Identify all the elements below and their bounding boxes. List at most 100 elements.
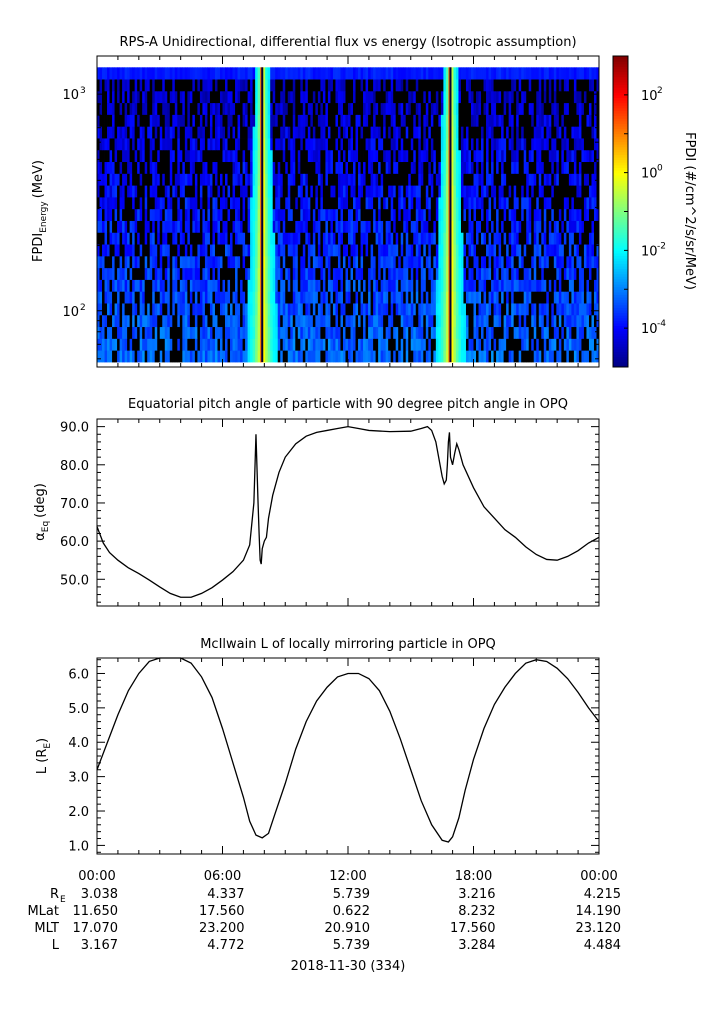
heatmap-cell xyxy=(558,255,562,269)
heatmap-cell xyxy=(280,102,284,115)
heatmap-cell xyxy=(242,126,246,139)
heatmap-cell xyxy=(368,102,371,115)
heatmap-cell xyxy=(491,314,494,328)
heatmap-cell xyxy=(503,173,507,186)
heatmap-cell xyxy=(147,220,151,233)
heatmap-cell xyxy=(380,114,384,127)
heatmap-cell xyxy=(107,149,110,163)
heatmap-cell xyxy=(538,138,542,151)
heatmap-cell xyxy=(465,232,469,245)
heatmap-cell xyxy=(538,90,542,104)
heatmap-cell xyxy=(348,126,351,139)
heatmap-cell xyxy=(423,114,427,127)
heatmap-cell xyxy=(172,279,176,292)
heatmap-cell xyxy=(162,102,166,115)
heatmap-cell xyxy=(435,232,439,245)
heatmap-cell xyxy=(117,255,120,269)
heatmap-cell xyxy=(476,173,479,186)
heatmap-cell xyxy=(109,267,113,280)
heatmap-cell xyxy=(167,161,171,174)
heatmap-cell xyxy=(335,114,339,127)
heatmap-cell xyxy=(270,208,274,221)
heatmap-cell xyxy=(275,303,279,316)
heatmap-cell xyxy=(127,267,131,280)
heatmap-cell xyxy=(310,102,314,115)
heatmap-cell xyxy=(97,126,100,139)
heatmap-cell xyxy=(428,291,432,304)
heatmap-cell xyxy=(207,79,211,92)
heatmap-cell xyxy=(538,185,542,198)
heatmap-cell xyxy=(262,161,266,174)
heatmap-cell xyxy=(503,326,507,339)
heatmap-cell xyxy=(114,138,118,151)
heatmap-cell xyxy=(127,161,131,174)
heatmap-cell xyxy=(202,220,206,233)
heatmap-cell xyxy=(247,161,251,174)
heatmap-cell xyxy=(202,338,206,351)
heatmap-cell xyxy=(230,102,233,115)
heatmap-cell xyxy=(337,303,341,316)
heatmap-cell xyxy=(232,255,236,269)
heatmap-cell xyxy=(400,279,404,292)
heatmap-cell xyxy=(147,173,151,186)
heatmap-cell xyxy=(169,314,173,328)
heatmap-cell xyxy=(420,314,424,328)
heatmap-cell xyxy=(573,67,577,80)
heatmap-cell xyxy=(353,232,356,245)
heatmap-cell xyxy=(415,303,419,316)
heatmap-cell xyxy=(533,102,537,115)
heatmap-cell xyxy=(413,173,417,186)
heatmap-cell xyxy=(566,79,570,92)
heatmap-cell xyxy=(583,102,587,115)
heatmap-cell xyxy=(235,220,238,233)
heatmap-cell xyxy=(162,350,166,363)
heatmap-cell xyxy=(214,338,218,351)
heatmap-cell xyxy=(182,291,186,304)
heatmap-cell xyxy=(523,138,527,151)
heatmap-cell xyxy=(496,149,499,163)
heatmap-cell xyxy=(443,138,447,151)
heatmap-cell xyxy=(325,244,329,257)
heatmap-cell xyxy=(561,279,565,292)
heatmap-cell xyxy=(295,185,299,198)
heatmap-cell xyxy=(378,291,382,304)
heatmap-cell xyxy=(561,67,565,80)
heatmap-cell xyxy=(393,314,397,328)
heatmap-cell xyxy=(162,267,166,280)
heatmap-cell xyxy=(465,161,469,174)
heatmap-cell xyxy=(398,350,402,363)
heatmap-cell xyxy=(578,303,582,316)
heatmap-cell xyxy=(209,314,213,328)
heatmap-cell xyxy=(445,244,449,257)
heatmap-cell xyxy=(566,255,570,269)
heatmap-cell xyxy=(413,350,417,363)
heatmap-cell xyxy=(222,126,226,139)
heatmap-cell xyxy=(167,90,171,104)
heatmap-cell xyxy=(523,338,527,351)
heatmap-cell xyxy=(137,279,141,292)
heatmap-cell xyxy=(114,279,118,292)
heatmap-cell xyxy=(538,303,542,316)
heatmap-cell xyxy=(553,267,557,280)
heatmap-cell xyxy=(476,90,479,104)
heatmap-cell xyxy=(425,102,429,115)
heatmap-cell xyxy=(533,350,537,363)
heatmap-cell xyxy=(533,255,537,269)
heatmap-cell xyxy=(385,279,389,292)
heatmap-cell xyxy=(476,326,479,339)
heatmap-cell xyxy=(375,326,379,339)
heatmap-cell xyxy=(189,185,193,198)
heatmap-cell xyxy=(368,79,371,92)
heatmap-cell xyxy=(265,102,269,115)
heatmap-cell xyxy=(468,173,472,186)
heatmap-cell xyxy=(142,255,146,269)
heatmap-cell xyxy=(285,173,289,186)
heatmap-cell xyxy=(302,90,306,104)
heatmap-cell xyxy=(129,338,133,351)
heatmap-cell xyxy=(445,338,449,351)
heatmap-cell xyxy=(521,79,525,92)
heatmap-cell xyxy=(209,208,213,221)
heatmap-cell xyxy=(390,255,394,269)
heatmap-cell xyxy=(132,244,136,257)
heatmap-cell xyxy=(172,338,176,351)
